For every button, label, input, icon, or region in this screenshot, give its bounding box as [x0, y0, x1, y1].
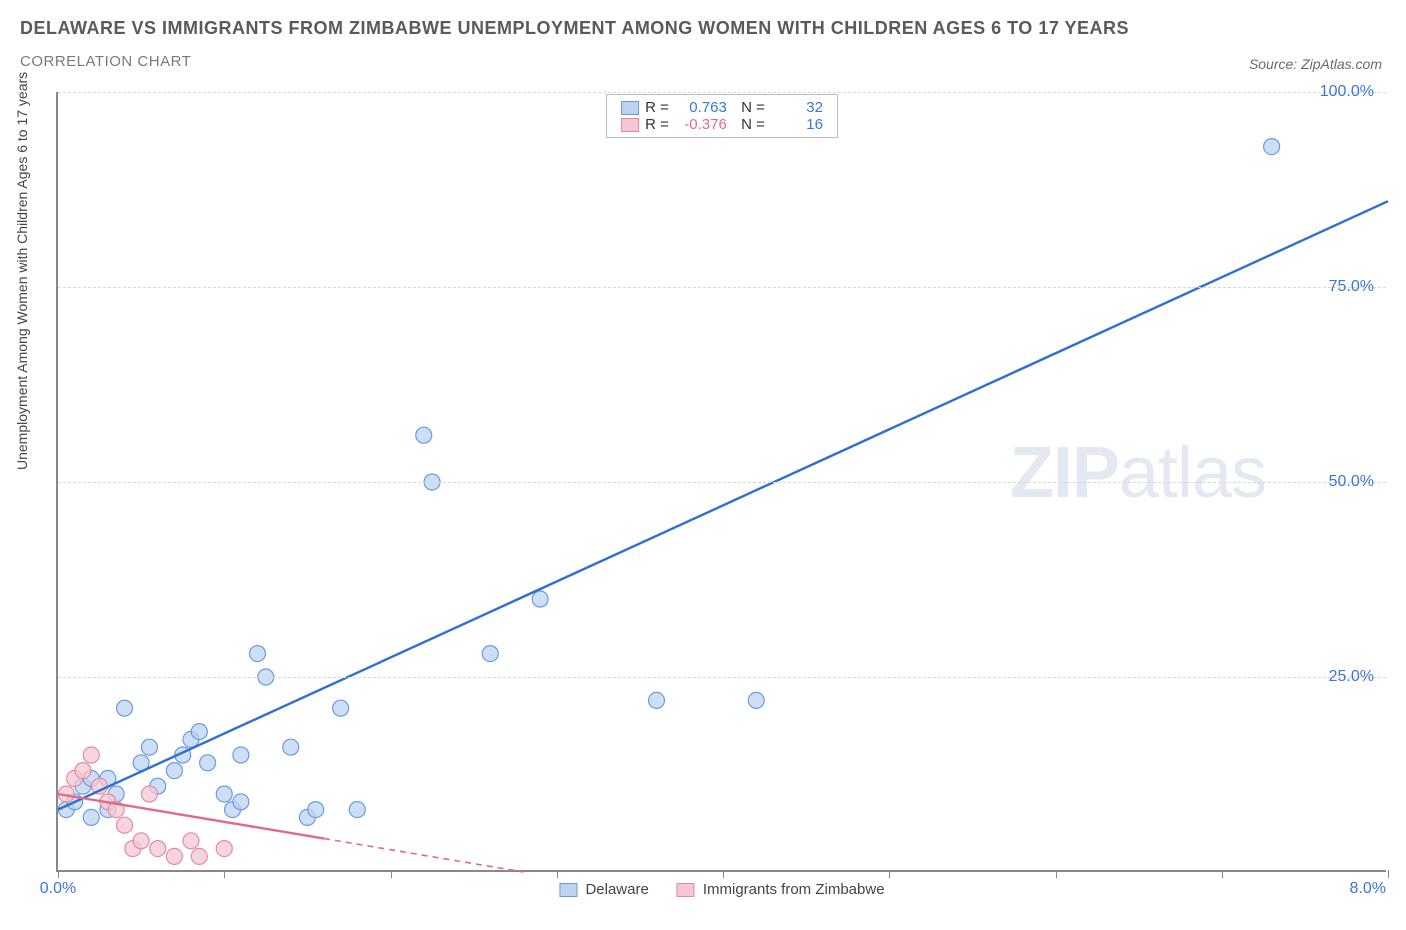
gridline — [58, 92, 1386, 93]
x-tick — [1388, 870, 1389, 878]
y-tick-label: 75.0% — [1329, 278, 1374, 296]
legend-label-zimbabwe: Immigrants from Zimbabwe — [703, 881, 885, 898]
n-label: N = — [733, 116, 765, 133]
x-tick — [557, 870, 558, 878]
r-value-zimbabwe: -0.376 — [675, 116, 727, 133]
source-citation: Source: ZipAtlas.com — [1249, 56, 1382, 72]
x-tick — [889, 870, 890, 878]
r-value-delaware: 0.763 — [675, 99, 727, 116]
swatch-blue — [621, 101, 639, 115]
swatch-pink — [621, 118, 639, 132]
chart-title: DELAWARE VS IMMIGRANTS FROM ZIMBABWE UNE… — [20, 18, 1386, 39]
r-label: R = — [645, 116, 669, 133]
n-value-delaware: 32 — [771, 99, 823, 116]
x-tick — [58, 870, 59, 878]
n-value-zimbabwe: 16 — [771, 116, 823, 133]
legend-label-delaware: Delaware — [585, 881, 648, 898]
correlation-legend: R = 0.763 N = 32 R = -0.376 N = 16 — [606, 94, 838, 138]
gridline — [58, 287, 1386, 288]
gridline — [58, 677, 1386, 678]
legend-item-delaware: Delaware — [559, 881, 648, 898]
y-axis-label: Unemployment Among Women with Children A… — [14, 72, 30, 470]
series-legend: Delaware Immigrants from Zimbabwe — [559, 881, 884, 898]
chart-plot-area: R = 0.763 N = 32 R = -0.376 N = 16 ZIPat… — [56, 92, 1386, 872]
y-tick-label: 50.0% — [1329, 473, 1374, 491]
y-tick-label: 100.0% — [1320, 83, 1374, 101]
n-label: N = — [733, 99, 765, 116]
swatch-pink-icon — [677, 883, 695, 897]
legend-row-zimbabwe: R = -0.376 N = 16 — [621, 116, 823, 133]
scatter-plot-svg — [58, 92, 1386, 870]
chart-subtitle: CORRELATION CHART — [20, 53, 1386, 70]
legend-item-zimbabwe: Immigrants from Zimbabwe — [677, 881, 885, 898]
x-tick — [1056, 870, 1057, 878]
swatch-blue-icon — [559, 883, 577, 897]
x-tick — [1222, 870, 1223, 878]
x-tick-label-left: 0.0% — [40, 880, 76, 898]
x-tick — [723, 870, 724, 878]
y-tick-label: 25.0% — [1329, 668, 1374, 686]
gridline — [58, 482, 1386, 483]
legend-row-delaware: R = 0.763 N = 32 — [621, 99, 823, 116]
x-tick — [391, 870, 392, 878]
x-tick — [224, 870, 225, 878]
r-label: R = — [645, 99, 669, 116]
x-tick-label-right: 8.0% — [1350, 880, 1386, 898]
